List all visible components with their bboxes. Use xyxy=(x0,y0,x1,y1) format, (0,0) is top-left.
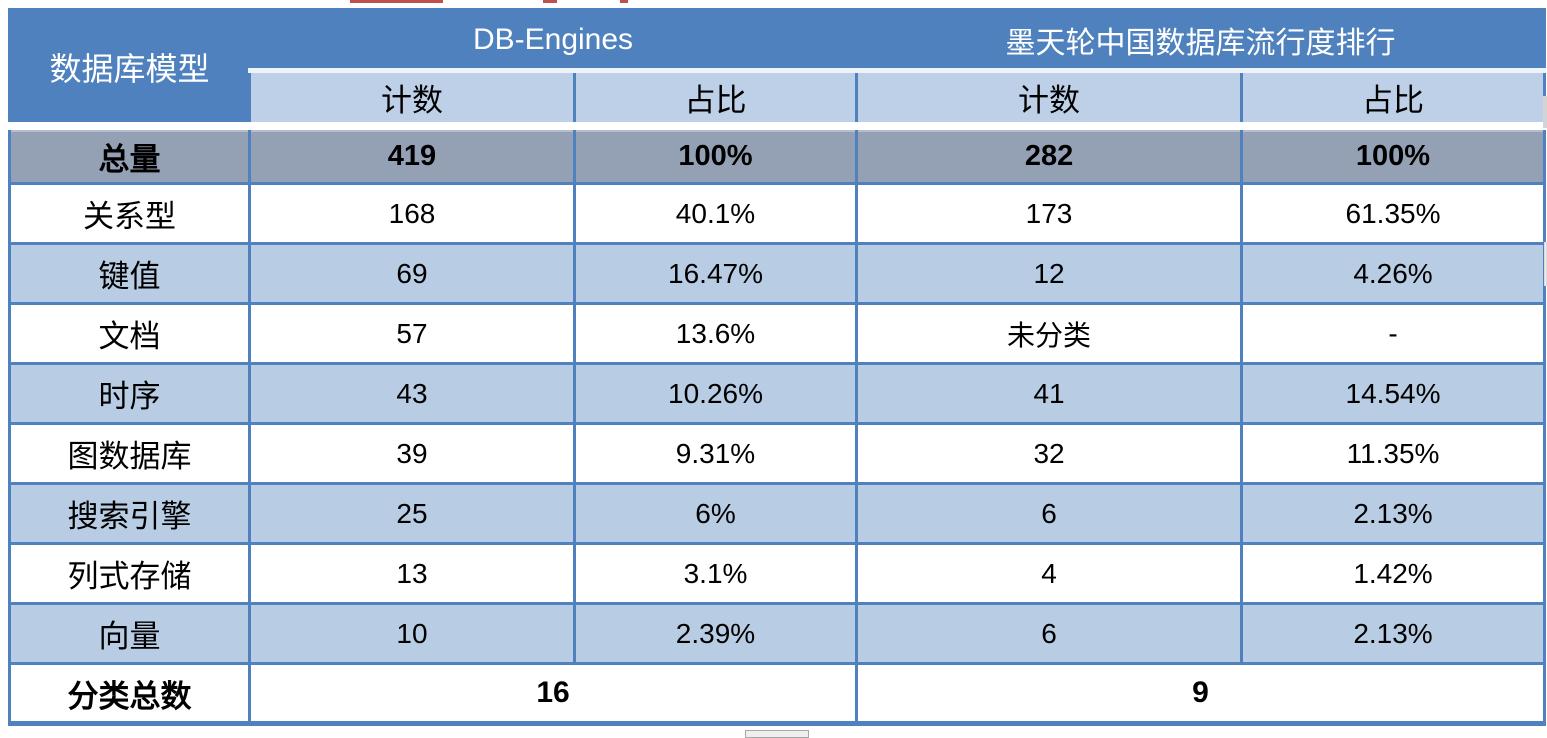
subheader-dbengines-share: 占比 xyxy=(572,68,859,128)
row-label-time-series: 时序 xyxy=(8,362,251,425)
row-label-vector: 向量 xyxy=(8,602,251,665)
cell-value: 未分类 xyxy=(855,302,1244,365)
cell-value: 39 xyxy=(248,422,576,485)
group-header-db-engines: DB-Engines xyxy=(247,8,859,72)
subheader-modb-share: 占比 xyxy=(1240,68,1547,128)
cell-value: 13.6% xyxy=(572,302,859,365)
cell-value: 6% xyxy=(572,482,859,545)
cell-value: 173 xyxy=(855,182,1244,245)
row-label-relational: 关系型 xyxy=(8,182,251,245)
cell-value: 16.47% xyxy=(572,242,859,305)
cell-value: 12 xyxy=(855,242,1244,305)
cell-value: 57 xyxy=(248,302,576,365)
cell-value: 40.1% xyxy=(572,182,859,245)
table-row-category-count: 分类总数 16 9 xyxy=(8,662,1547,726)
table-row-key-value: 键值 69 16.47% 12 4.26% xyxy=(8,242,1547,305)
cropped-red-underline-segment xyxy=(350,0,443,3)
row-label-key-value: 键值 xyxy=(8,242,251,305)
cell-total-dbengines-count: 419 xyxy=(248,122,576,185)
table-row-search-engine: 搜索引擎 25 6% 6 2.13% xyxy=(8,482,1547,545)
header-row-groups: 数据库模型 DB-Engines 墨天轮中国数据库流行度排行 xyxy=(8,8,1547,128)
horizontal-scrollbar-thumb[interactable] xyxy=(745,730,809,738)
cell-value: 2.39% xyxy=(572,602,859,665)
cell-total-modb-count: 282 xyxy=(855,122,1244,185)
table-row-vector: 向量 10 2.39% 6 2.13% xyxy=(8,602,1547,665)
table-row-relational: 关系型 168 40.1% 173 61.35% xyxy=(8,182,1547,245)
cell-value: 4.26% xyxy=(1240,242,1547,305)
database-model-comparison-table: 数据库模型 DB-Engines 墨天轮中国数据库流行度排行 计数 占比 计数 … xyxy=(8,8,1547,726)
cell-value: 43 xyxy=(248,362,576,425)
cell-category-count-dbengines: 16 xyxy=(247,662,859,726)
cell-value: 13 xyxy=(248,542,576,605)
cell-total-dbengines-share: 100% xyxy=(572,122,859,185)
corner-header-database-model: 数据库模型 xyxy=(8,8,251,128)
subheader-modb-count: 计数 xyxy=(855,68,1244,128)
cell-total-modb-share: 100% xyxy=(1240,122,1547,185)
cropped-red-underline-segment xyxy=(543,0,557,3)
subheader-dbengines-count: 计数 xyxy=(248,68,576,128)
table-row-column-store: 列式存储 13 3.1% 4 1.42% xyxy=(8,542,1547,605)
cell-value: 69 xyxy=(248,242,576,305)
cropped-red-underline-segment xyxy=(620,0,628,3)
table-row-time-series: 时序 43 10.26% 41 14.54% xyxy=(8,362,1547,425)
vertical-scrollbar-thumb[interactable] xyxy=(1543,96,1547,128)
group-header-modb-china-ranking: 墨天轮中国数据库流行度排行 xyxy=(855,8,1547,72)
cell-value: 6 xyxy=(855,482,1244,545)
table-row-document: 文档 57 13.6% 未分类 - xyxy=(8,302,1547,365)
cell-value: - xyxy=(1240,302,1547,365)
cell-value: 10 xyxy=(248,602,576,665)
cell-category-count-modb: 9 xyxy=(855,662,1547,726)
row-label-column-store: 列式存储 xyxy=(8,542,251,605)
cell-value: 61.35% xyxy=(1240,182,1547,245)
row-label-category-count: 分类总数 xyxy=(8,662,251,726)
cell-value: 2.13% xyxy=(1240,482,1547,545)
cell-value: 10.26% xyxy=(572,362,859,425)
table-row-total: 总量 419 100% 282 100% xyxy=(8,122,1547,185)
row-label-document: 文档 xyxy=(8,302,251,365)
cell-value: 2.13% xyxy=(1240,602,1547,665)
cell-value: 32 xyxy=(855,422,1244,485)
cell-value: 9.31% xyxy=(572,422,859,485)
cell-value: 6 xyxy=(855,602,1244,665)
cell-value: 41 xyxy=(855,362,1244,425)
cell-value: 14.54% xyxy=(1240,362,1547,425)
cell-value: 1.42% xyxy=(1240,542,1547,605)
header-row-subheaders: 计数 占比 计数 占比 xyxy=(10,68,1547,128)
cell-value: 25 xyxy=(248,482,576,545)
row-label-total: 总量 xyxy=(8,122,251,185)
cell-value: 11.35% xyxy=(1240,422,1547,485)
table-row-graph: 图数据库 39 9.31% 32 11.35% xyxy=(8,422,1547,485)
row-label-graph: 图数据库 xyxy=(8,422,251,485)
cell-value: 4 xyxy=(855,542,1244,605)
cell-value: 168 xyxy=(248,182,576,245)
cell-value: 3.1% xyxy=(572,542,859,605)
row-label-search-engine: 搜索引擎 xyxy=(8,482,251,545)
